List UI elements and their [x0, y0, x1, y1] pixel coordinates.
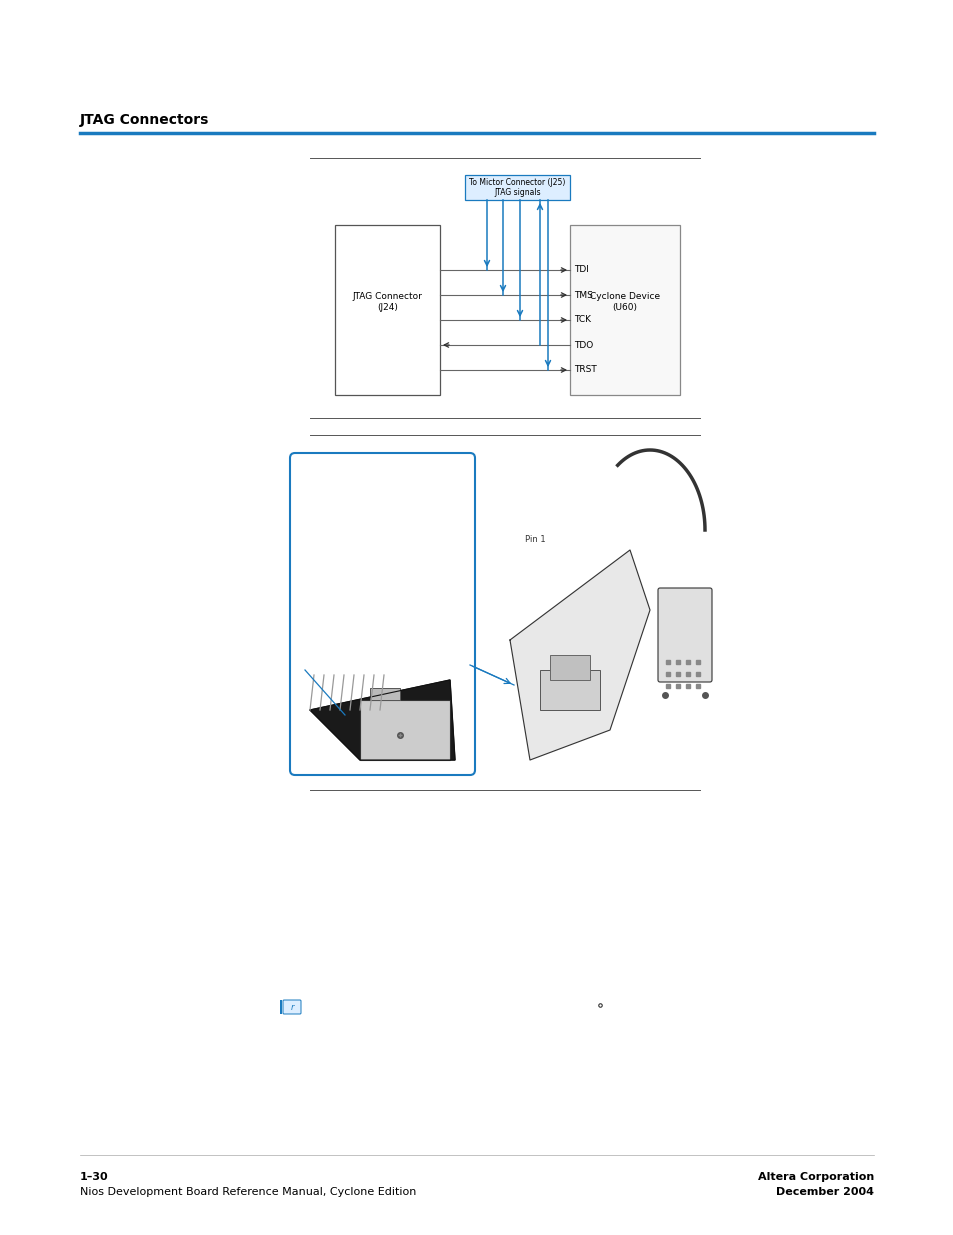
Bar	[370, 688, 399, 700]
Text: Cyclone Device
(U60): Cyclone Device (U60)	[589, 293, 659, 311]
Text: TMS: TMS	[574, 290, 592, 300]
Text: JTAG Connector
(J24): JTAG Connector (J24)	[353, 293, 422, 311]
Text: TRST: TRST	[574, 366, 597, 374]
Text: Altera Corporation: Altera Corporation	[757, 1172, 873, 1182]
FancyBboxPatch shape	[290, 453, 475, 776]
Bar	[550, 655, 589, 680]
Bar	[335, 225, 439, 395]
Text: TCK: TCK	[574, 315, 590, 325]
Text: 1–30: 1–30	[80, 1172, 109, 1182]
Text: To Mictor Connector (J25)
JTAG signals: To Mictor Connector (J25) JTAG signals	[469, 178, 565, 198]
Polygon shape	[510, 550, 649, 760]
FancyBboxPatch shape	[283, 1000, 301, 1014]
Text: TDO: TDO	[574, 341, 593, 350]
Polygon shape	[310, 680, 455, 760]
Text: r: r	[290, 1003, 294, 1011]
Bar	[280, 1000, 282, 1014]
Bar	[464, 175, 569, 200]
Bar	[569, 225, 679, 395]
Text: TDI: TDI	[574, 266, 588, 274]
Text: JTAG Connectors: JTAG Connectors	[80, 112, 209, 127]
FancyBboxPatch shape	[658, 588, 711, 682]
Text: Nios Development Board Reference Manual, Cyclone Edition: Nios Development Board Reference Manual,…	[80, 1187, 416, 1197]
Bar	[539, 671, 599, 710]
Text: December 2004: December 2004	[775, 1187, 873, 1197]
Bar	[359, 700, 450, 760]
Text: Pin 1: Pin 1	[524, 536, 545, 545]
